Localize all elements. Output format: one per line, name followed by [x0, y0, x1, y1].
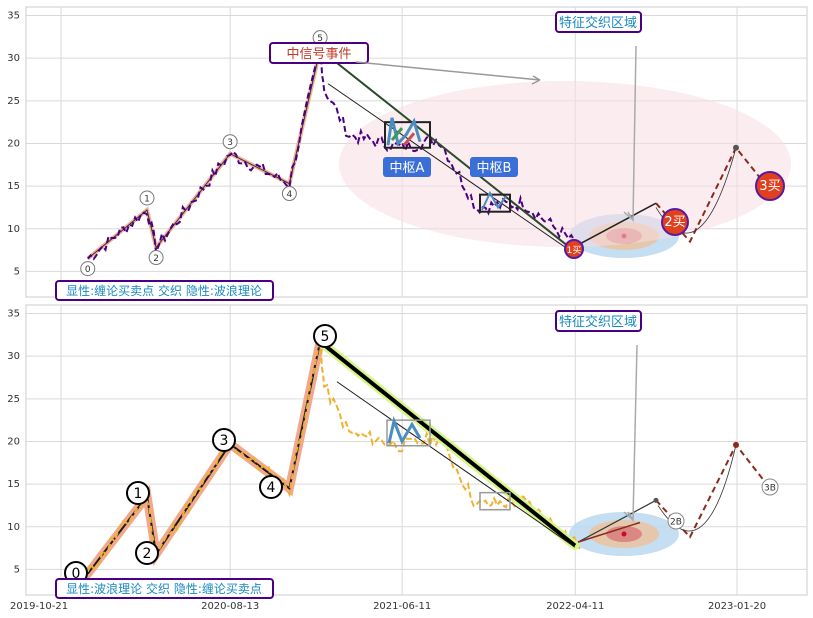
x-axis: 2019-10-21 2020-08-13 2021-06-11 2022-04-11… [10, 601, 766, 612]
event-box [269, 42, 369, 64]
wave-label-2 [148, 250, 164, 266]
buy3-marker [755, 171, 785, 201]
pivot-a-box [384, 121, 431, 149]
b3-marker [761, 478, 779, 496]
x-tick-label: 2022-04-11 [546, 601, 604, 612]
y-tick-label: 35 [7, 309, 20, 320]
wave-label-5 [313, 324, 337, 348]
feature-box-text: 特征交织区域 [559, 15, 637, 31]
feature-box [555, 310, 642, 332]
wave-label-3 [212, 428, 236, 452]
y-tick-label: 10 [7, 522, 20, 533]
forecast-point [653, 497, 659, 503]
y-tick-label: 35 [7, 11, 20, 22]
pivot-a-wave3 [402, 132, 416, 147]
wave-label-text-2: 2 [143, 546, 152, 562]
feature-box-text: 特征交织区域 [559, 314, 637, 330]
buy2-text: 2买 [664, 215, 685, 230]
wave-label-text-4: 4 [267, 480, 276, 496]
legend-box [55, 578, 274, 599]
pivot-a-text: 中枢A [390, 161, 425, 176]
price-line [86, 338, 582, 572]
y-tick-label: 20 [7, 138, 20, 149]
buy1-text: 1买 [567, 245, 582, 256]
feature-arrow [623, 45, 637, 223]
buy1-marker [564, 239, 584, 259]
wave-label-text-3: 3 [220, 433, 229, 449]
forecast-point [733, 441, 739, 448]
wave-label-4 [259, 475, 283, 499]
b2-text: 2B [670, 518, 682, 528]
y-tick-label: 15 [7, 181, 20, 192]
highlight-ellipse [339, 81, 791, 247]
x-tick-label: 2020-08-13 [201, 601, 259, 612]
trend-line-thin [336, 381, 576, 548]
wave-label-text-0: 0 [85, 265, 91, 275]
wave-label-text-1: 1 [144, 195, 150, 205]
legend-box [55, 280, 274, 301]
forecast-up2 [577, 521, 641, 543]
wave-label-text-4: 4 [287, 190, 293, 200]
y-tick-label: 25 [7, 96, 20, 107]
b3-text: 3B [764, 484, 776, 494]
x-tick-label: 2021-06-11 [373, 601, 431, 612]
legend-box-text: 显性:波浪理论 交织 隐性:缠论买卖点 [66, 581, 262, 596]
feature-zone-center [621, 531, 627, 537]
wave-label-text-5: 5 [321, 329, 330, 345]
event-arrow [355, 61, 541, 85]
wave-label-1 [139, 190, 155, 206]
event-box-text: 中信号事件 [286, 47, 351, 62]
wave-label-text-2: 2 [153, 254, 159, 264]
wave-label-3 [222, 134, 238, 150]
pivot-a-box [386, 419, 431, 447]
legend-box-text: 显性:缠论买卖点 交织 隐性:波浪理论 [66, 283, 262, 298]
y-tick-label: 30 [7, 53, 20, 64]
y-tick-label: 5 [14, 266, 20, 277]
x-tick-label: 2019-10-21 [10, 601, 68, 612]
pivot-b-text: 中枢B [477, 161, 512, 176]
wave-label-text-0: 0 [72, 566, 81, 582]
y-tick-label: 10 [7, 224, 20, 235]
wave-label-0 [80, 261, 96, 277]
wave-label-text-5: 5 [317, 34, 323, 44]
buy3-text: 3买 [759, 179, 780, 194]
pivot-a-wave [386, 117, 422, 147]
trend-line [318, 340, 577, 548]
x-tick-label: 2023-01-20 [708, 601, 766, 612]
forecast-up [577, 499, 657, 543]
y-tick-label: 25 [7, 394, 20, 405]
forecast-up [572, 202, 657, 249]
buy2-marker [661, 208, 689, 236]
pivot-a-wave [387, 415, 422, 445]
wave-label-text-3: 3 [227, 138, 233, 148]
y-tick-label: 30 [7, 351, 20, 362]
y-tick-label: 20 [7, 436, 20, 447]
pivot-a-wave2 [390, 127, 404, 142]
trend-line-thin [327, 83, 574, 254]
wave-label-1 [126, 481, 150, 505]
y-tick-label: 15 [7, 479, 20, 490]
pivot-a-badge [383, 157, 431, 177]
trend-line [319, 48, 574, 251]
feature-box [555, 11, 642, 33]
wave-label-text-1: 1 [134, 486, 143, 502]
wave-label-4 [281, 186, 297, 202]
y-tick-label: 5 [14, 564, 20, 575]
pivot-b-box [479, 491, 511, 511]
price-line [87, 47, 582, 261]
pivot-b-wave [481, 190, 507, 211]
forecast-point [733, 144, 739, 151]
wave-label-2 [135, 541, 159, 565]
pivot-b-box [479, 193, 511, 213]
b2-marker [667, 512, 685, 530]
pivot-b-badge [470, 157, 518, 177]
feature-arrow [623, 344, 638, 523]
